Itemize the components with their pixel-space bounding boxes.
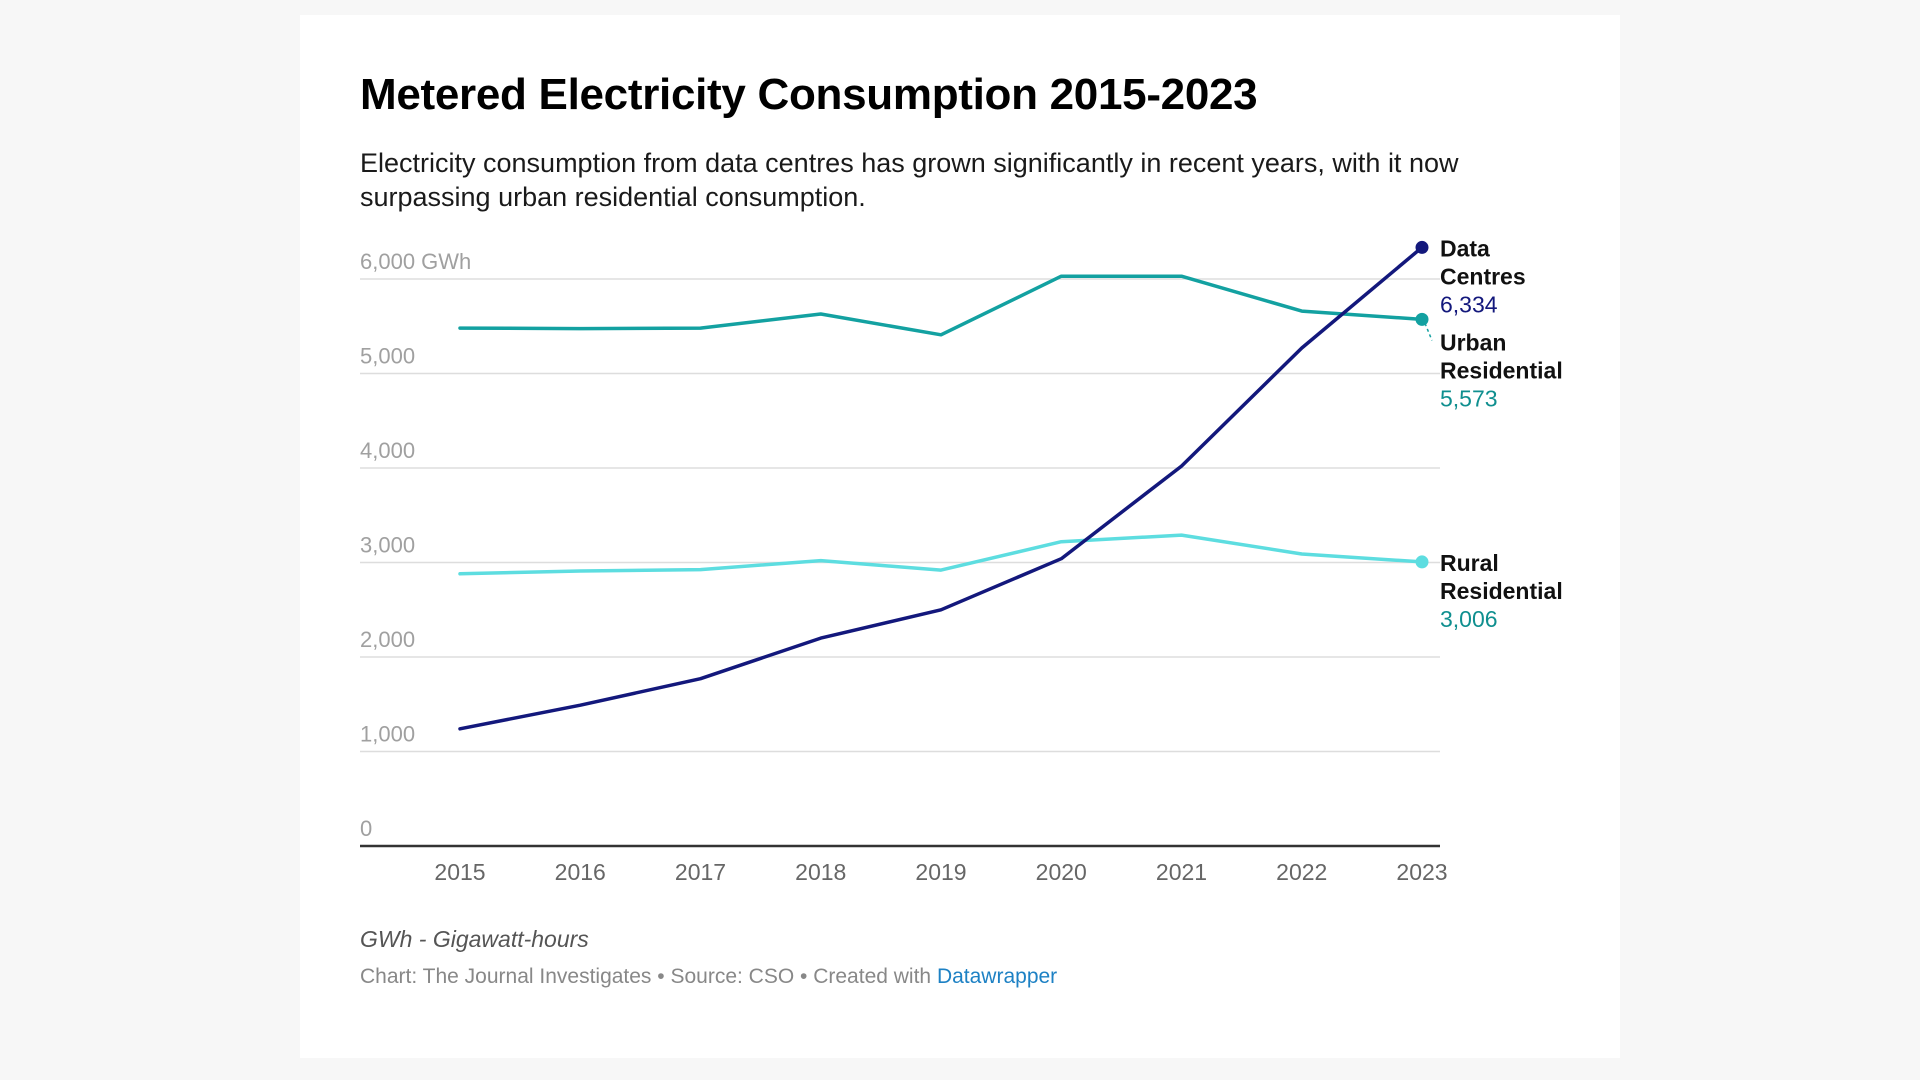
y-tick-label: 0	[360, 816, 372, 841]
urban-residential-end-marker	[1415, 312, 1429, 326]
x-tick-label: 2020	[1036, 859, 1087, 885]
rural-residential-value-label: 3,006	[1440, 606, 1498, 632]
urban-residential-label: Urban	[1440, 329, 1506, 355]
x-tick-label: 2017	[675, 859, 726, 885]
chart-byline: Chart: The Journal Investigates • Source…	[360, 965, 1057, 989]
gridlines	[360, 278, 1440, 848]
chart-notes: GWh - Gigawatt-hours	[360, 926, 589, 952]
chart-subtitle: Electricity consumption from data centre…	[360, 148, 1459, 212]
data-centres-label: Data	[1440, 235, 1490, 261]
x-tick-label: 2016	[555, 859, 606, 885]
urban-residential-label-leader	[1424, 323, 1433, 341]
x-tick-label: 2018	[795, 859, 846, 885]
byline-separator: •	[651, 965, 671, 988]
rural-residential-label: Residential	[1440, 578, 1563, 604]
x-tick-label: 2015	[434, 859, 485, 885]
x-tick-label: 2021	[1156, 859, 1207, 885]
x-tick-label: 2022	[1276, 859, 1327, 885]
x-tick-label: 2023	[1396, 859, 1447, 885]
byline-source: Source: CSO	[670, 965, 795, 988]
rural-residential-end-marker	[1415, 555, 1429, 569]
data-centres-label: Centres	[1440, 263, 1526, 289]
data-centres-line	[458, 245, 1424, 731]
series-lines	[458, 240, 1429, 731]
urban-residential-label: Residential	[1440, 357, 1563, 383]
byline-separator: •	[794, 965, 814, 988]
y-tick-label: 4,000	[360, 438, 415, 463]
datawrapper-link[interactable]: Datawrapper	[936, 965, 1058, 988]
y-tick-label: 5,000	[360, 344, 415, 369]
y-tick-label: 6,000 GWh	[360, 249, 471, 274]
y-tick-label: 3,000	[360, 533, 415, 558]
urban-residential-line	[458, 274, 1424, 337]
data-centres-value-label: 6,334	[1440, 291, 1498, 317]
chart-card	[300, 15, 1620, 1058]
byline-chart: Chart: The Journal Investigates	[360, 965, 652, 988]
y-tick-label: 1,000	[360, 722, 415, 747]
x-tick-label: 2019	[915, 859, 966, 885]
rural-residential-line	[458, 533, 1424, 576]
x-axis-tick-labels: 2015 2016 2017 2018 2019 2020 2021 2022 2023	[434, 859, 1447, 885]
rural-residential-label: Rural	[1440, 550, 1499, 576]
chart-title: Metered Electricity Consumption 2015-202…	[360, 70, 1258, 119]
y-tick-label: 2,000	[360, 627, 415, 652]
urban-residential-value-label: 5,573	[1440, 385, 1498, 411]
y-axis-tick-labels: 0 1,000 2,000 3,000 4,000 5,000 6,000 GWh	[360, 249, 471, 841]
series-labels: DataCentres6,334UrbanResidential5,573Rur…	[1424, 235, 1563, 632]
byline-created: Created with	[813, 965, 937, 988]
data-centres-end-marker	[1415, 240, 1429, 254]
